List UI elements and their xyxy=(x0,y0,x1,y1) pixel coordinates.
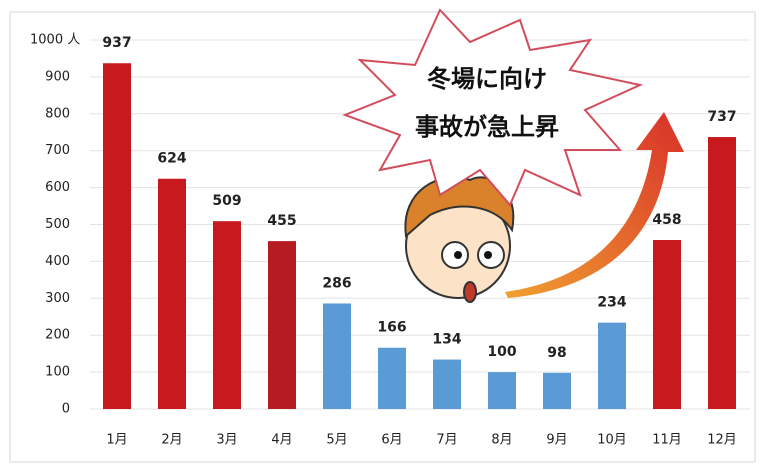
y-tick-label: 800 xyxy=(45,106,70,121)
bar xyxy=(213,221,241,409)
x-tick-label: 7月 xyxy=(436,433,457,448)
value-label: 458 xyxy=(652,212,681,228)
x-tick-label: 6月 xyxy=(381,433,402,448)
y-tick-label: 400 xyxy=(45,254,70,269)
bar xyxy=(708,137,736,409)
x-tick-label: 4月 xyxy=(271,433,292,448)
bar xyxy=(103,63,131,409)
value-label: 737 xyxy=(707,109,736,125)
bar xyxy=(598,323,626,409)
x-tick-label: 9月 xyxy=(546,433,567,448)
value-label: 937 xyxy=(102,35,131,51)
bar xyxy=(433,360,461,409)
x-tick-label: 10月 xyxy=(597,433,627,448)
x-tick-label: 1月 xyxy=(106,433,127,448)
y-tick-label: 200 xyxy=(45,328,70,343)
annotation: 事故が急上昇 xyxy=(415,113,559,141)
y-tick-label: 500 xyxy=(45,217,70,232)
y-tick-label: 600 xyxy=(45,180,70,195)
bar xyxy=(268,241,296,409)
x-tick-label: 11月 xyxy=(652,433,682,448)
bar xyxy=(158,179,186,409)
x-tick-label: 5月 xyxy=(326,433,347,448)
value-label: 166 xyxy=(377,320,406,336)
x-tick-label: 8月 xyxy=(491,433,512,448)
chart: 0 100 200 300 400 500 600 700 800 900 1000 人 1月 937 2… xyxy=(0,0,769,475)
bar xyxy=(378,348,406,409)
value-label: 234 xyxy=(597,295,626,311)
value-label: 455 xyxy=(267,213,296,229)
value-label: 624 xyxy=(157,151,186,167)
bar xyxy=(653,240,681,409)
value-label: 100 xyxy=(487,344,516,360)
value-label: 286 xyxy=(322,275,351,291)
bar xyxy=(488,372,516,409)
bar xyxy=(543,373,571,409)
x-tick-label: 3月 xyxy=(216,433,237,448)
y-tick-label: 700 xyxy=(45,143,70,158)
x-tick-label: 2月 xyxy=(161,433,182,448)
y-tick-label: 900 xyxy=(45,69,70,84)
y-tick-label: 100 xyxy=(45,365,70,380)
value-label: 509 xyxy=(212,193,241,209)
y-tick-label: 0 xyxy=(62,402,70,417)
y-tick-label: 1000 人 xyxy=(30,33,80,48)
annotation: 冬場に向け xyxy=(427,65,547,93)
y-tick-label: 300 xyxy=(45,291,70,306)
value-label: 98 xyxy=(547,345,566,361)
x-tick-label: 12月 xyxy=(707,433,737,448)
bar xyxy=(323,303,351,409)
value-label: 134 xyxy=(432,332,461,348)
